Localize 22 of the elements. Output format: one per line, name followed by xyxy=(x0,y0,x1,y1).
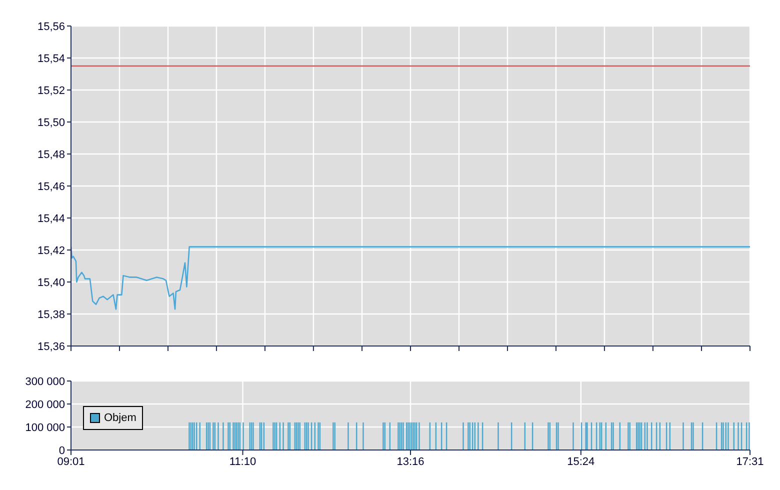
x-tick-label: 13:16 xyxy=(396,456,424,468)
y-tick-label: 15,36 xyxy=(37,340,65,353)
y-tick-label: 15,48 xyxy=(37,148,65,161)
x-tick-label: 17:31 xyxy=(736,456,764,468)
y-tick-label: 100 000 xyxy=(25,422,65,434)
y-tick-label: 15,38 xyxy=(37,308,65,321)
y-tick-label: 15,42 xyxy=(37,244,65,257)
y-tick-label: 15,46 xyxy=(37,180,65,193)
y-tick-label: 15,52 xyxy=(37,84,65,97)
x-tick-label: 11:10 xyxy=(229,456,256,468)
y-tick-label: 15,54 xyxy=(37,52,65,65)
y-tick-label: 15,56 xyxy=(37,20,65,33)
y-tick-label: 200 000 xyxy=(25,398,65,411)
y-tick-label: 15,50 xyxy=(37,116,65,129)
y-tick-label: 300 000 xyxy=(25,376,65,388)
legend-label: Objem xyxy=(104,412,136,424)
x-tick-label: 09:01 xyxy=(57,456,85,468)
y-tick-label: 0 xyxy=(58,444,65,457)
line-series xyxy=(71,246,750,310)
y-tick-label: 15,44 xyxy=(37,212,65,225)
y-tick-label: 15,40 xyxy=(37,276,65,289)
x-tick-label: 15:24 xyxy=(567,456,595,468)
